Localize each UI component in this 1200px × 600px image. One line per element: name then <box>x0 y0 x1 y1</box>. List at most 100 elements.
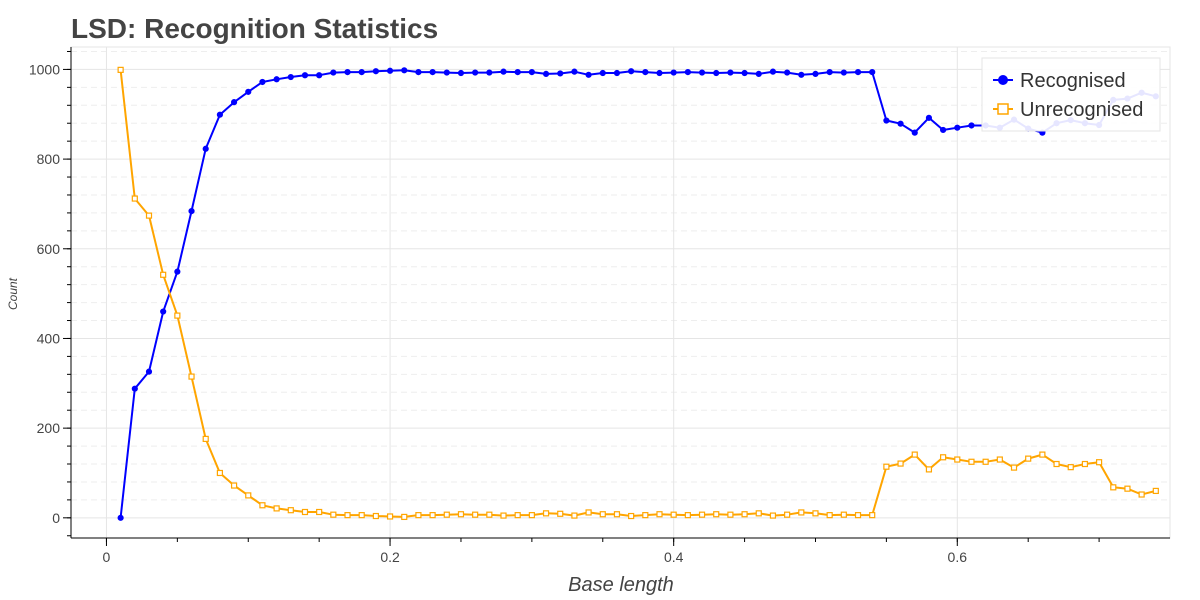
data-point-unrecognised <box>358 512 365 519</box>
data-point-recognised <box>854 69 862 76</box>
data-point-unrecognised <box>216 469 223 477</box>
data-point-unrecognised <box>1081 460 1089 468</box>
data-point-unrecognised <box>1152 487 1159 495</box>
data-point-unrecognised <box>188 373 195 380</box>
data-point-unrecognised <box>968 458 975 465</box>
data-point-recognised <box>911 129 918 136</box>
data-point-recognised <box>954 124 961 131</box>
data-point-unrecognised <box>514 512 521 519</box>
data-point-recognised <box>202 145 209 152</box>
series-line-unrecognised <box>119 69 1157 518</box>
data-point-unrecognised <box>798 509 805 516</box>
data-point-recognised <box>131 385 138 392</box>
data-point-recognised <box>599 69 606 77</box>
legend-marker-recognised <box>998 75 1008 85</box>
data-point-recognised <box>486 69 493 76</box>
data-point-recognised <box>840 69 847 76</box>
data-point-unrecognised <box>372 512 379 520</box>
series-recognised <box>117 67 1159 521</box>
data-point-recognised <box>769 68 777 75</box>
data-point-recognised <box>613 69 621 77</box>
data-point-recognised <box>968 122 975 129</box>
data-point-recognised <box>798 71 805 78</box>
data-point-recognised <box>656 69 663 77</box>
y-tick-label: 1000 <box>29 61 60 77</box>
data-point-unrecognised <box>160 271 167 278</box>
series-layer <box>117 66 1159 521</box>
data-point-recognised <box>542 70 550 78</box>
data-point-unrecognised <box>472 511 479 518</box>
data-point-unrecognised <box>840 511 847 518</box>
y-tick-label: 0 <box>52 510 60 526</box>
data-point-recognised <box>344 69 351 76</box>
data-point-recognised <box>727 69 734 76</box>
data-point-unrecognised <box>769 512 777 519</box>
data-point-recognised <box>500 68 507 75</box>
data-point-unrecognised <box>316 508 323 516</box>
data-point-recognised <box>386 67 394 74</box>
data-point-unrecognised <box>401 513 408 521</box>
data-point-unrecognised <box>245 492 252 499</box>
data-point-unrecognised <box>1124 485 1131 492</box>
data-point-unrecognised <box>457 511 465 518</box>
data-point-unrecognised <box>698 511 706 518</box>
data-point-unrecognised <box>826 512 833 519</box>
series-line-recognised <box>119 69 1157 518</box>
x-tick-label: 0 <box>103 549 111 565</box>
data-point-recognised <box>684 69 691 76</box>
data-point-unrecognised <box>1138 491 1145 498</box>
data-point-unrecognised <box>869 512 876 519</box>
y-tick-label: 600 <box>37 241 61 257</box>
data-point-unrecognised <box>628 512 635 520</box>
data-point-unrecognised <box>925 466 933 473</box>
x-tick-label: 0.2 <box>380 549 400 565</box>
y-tick-label: 800 <box>37 151 61 167</box>
data-point-recognised <box>273 76 280 83</box>
data-point-recognised <box>869 69 876 76</box>
data-point-unrecognised <box>415 512 422 519</box>
data-point-unrecognised <box>713 511 720 518</box>
data-point-unrecognised <box>897 460 904 467</box>
data-point-recognised <box>670 69 677 76</box>
legend-label-unrecognised: Unrecognised <box>1020 99 1143 121</box>
data-point-unrecognised <box>443 511 450 518</box>
data-point-recognised <box>174 268 181 275</box>
data-point-unrecognised <box>230 482 238 489</box>
data-point-recognised <box>259 78 266 86</box>
data-point-unrecognised <box>131 195 138 202</box>
data-point-unrecognised <box>330 511 337 518</box>
data-point-recognised <box>940 126 947 134</box>
x-tick-label: 0.4 <box>664 549 684 565</box>
data-point-unrecognised <box>741 511 748 518</box>
x-axis-label: Base length <box>568 574 674 596</box>
data-point-recognised <box>443 69 450 76</box>
data-point-unrecognised <box>670 511 677 518</box>
axes: 0 0.2 0.4 0.6 0 200 400 600 800 1000 <box>29 47 1170 565</box>
y-axis-label: Count <box>6 277 20 310</box>
data-point-unrecognised <box>287 507 294 514</box>
data-point-unrecognised <box>528 512 535 519</box>
data-point-unrecognised <box>500 512 507 519</box>
data-point-unrecognised <box>301 508 309 516</box>
data-point-recognised <box>897 120 904 127</box>
data-point-unrecognised <box>174 312 181 319</box>
data-point-unrecognised <box>571 512 578 519</box>
data-point-unrecognised <box>1053 460 1060 468</box>
data-point-recognised <box>216 111 223 118</box>
data-point-recognised <box>372 68 379 75</box>
data-point-recognised <box>429 69 436 76</box>
data-point-recognised <box>145 368 153 375</box>
data-point-recognised <box>741 69 748 77</box>
data-point-recognised <box>826 69 833 76</box>
data-point-recognised <box>755 70 762 78</box>
data-point-unrecognised <box>429 512 436 519</box>
y-tick-label: 200 <box>37 420 61 436</box>
data-point-recognised <box>585 71 592 78</box>
data-point-recognised <box>925 114 933 121</box>
data-point-unrecognised <box>1010 464 1018 471</box>
data-point-recognised <box>698 69 706 76</box>
data-point-recognised <box>316 72 323 79</box>
data-point-recognised <box>358 69 365 76</box>
legend-label-recognised: Recognised <box>1020 70 1126 92</box>
data-point-unrecognised <box>883 463 890 470</box>
